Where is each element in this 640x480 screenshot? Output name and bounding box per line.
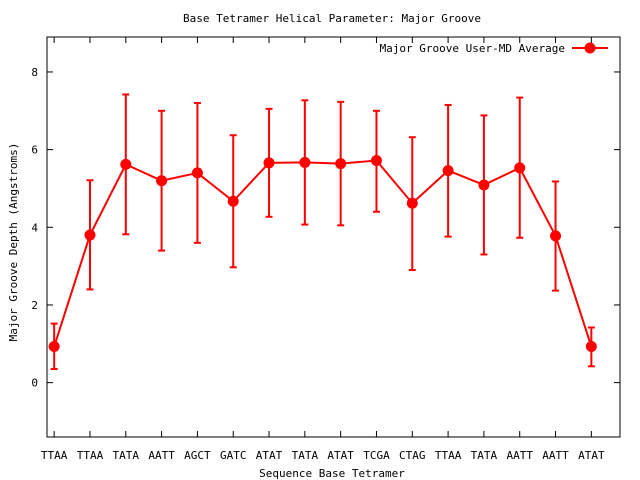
- data-point: [84, 229, 96, 241]
- plot-frame: [46, 36, 621, 438]
- data-point: [478, 179, 490, 191]
- y-tick-label: 6: [31, 144, 38, 157]
- x-tick-label: ATAT: [578, 449, 605, 462]
- legend: Major Groove User-MD Average: [380, 42, 608, 55]
- data-point: [550, 230, 562, 242]
- y-tick-label: 2: [31, 299, 38, 312]
- x-tick-label: TTAA: [77, 449, 104, 462]
- x-tick-label: TATA: [292, 449, 319, 462]
- x-tick-label: TTAA: [435, 449, 462, 462]
- chart-title: Base Tetramer Helical Parameter: Major G…: [183, 12, 481, 25]
- series-line: [53, 159, 593, 347]
- x-tick-label: TATA: [113, 449, 140, 462]
- x-tick-label: TCGA: [363, 449, 390, 462]
- x-tick-label: AATT: [148, 449, 175, 462]
- data-point: [299, 156, 311, 168]
- data-point: [263, 157, 275, 169]
- data-point: [406, 197, 418, 209]
- y-axis-label: Major Groove Depth (Angstroms): [7, 143, 20, 342]
- data-point: [335, 158, 347, 170]
- legend-marker: [584, 42, 596, 54]
- data-point: [585, 341, 597, 353]
- data-point: [370, 154, 382, 166]
- plot-area: 0 2 4 6 8 TTAA TTAA TATA AATT AGCT GATC ATAT TATA ATA…: [31, 36, 621, 462]
- data-point: [48, 341, 60, 353]
- x-tick-label: AATT: [542, 449, 569, 462]
- data-point: [156, 175, 168, 187]
- y-tick-label: 0: [31, 377, 38, 390]
- legend-label: Major Groove User-MD Average: [380, 42, 565, 55]
- x-tick-label: AATT: [506, 449, 533, 462]
- x-tick-label: GATC: [220, 449, 247, 462]
- data-point: [227, 195, 239, 207]
- x-tick-label: AGCT: [184, 449, 211, 462]
- data-point: [442, 165, 454, 177]
- x-tick-label: TATA: [471, 449, 498, 462]
- y-tick-label: 8: [31, 66, 38, 79]
- x-tick-label: ATAT: [327, 449, 354, 462]
- data-point: [514, 162, 526, 174]
- x-tick-label: TTAA: [41, 449, 68, 462]
- x-axis-label: Sequence Base Tetramer: [259, 467, 405, 480]
- y-tick-label: 4: [31, 221, 38, 234]
- x-tick-label: CTAG: [399, 449, 426, 462]
- data-point: [191, 167, 203, 179]
- data-point: [120, 158, 132, 170]
- x-tick-label: ATAT: [256, 449, 283, 462]
